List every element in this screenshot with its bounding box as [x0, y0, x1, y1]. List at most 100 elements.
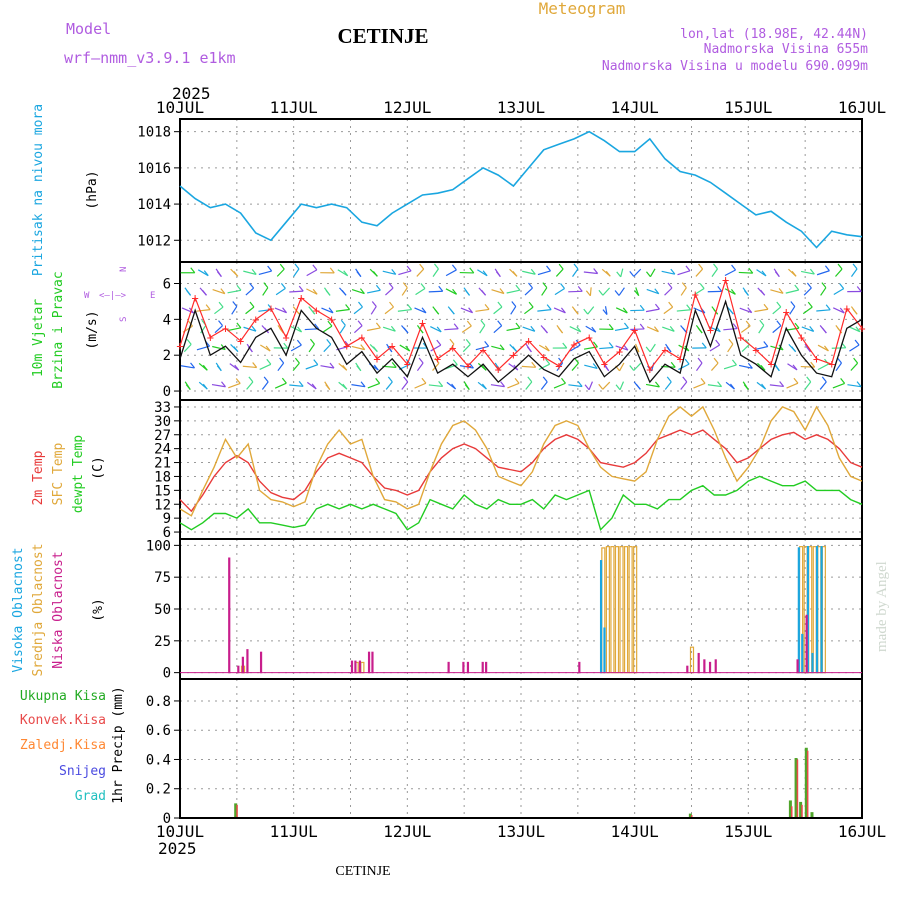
wind-barb-flag — [266, 358, 272, 365]
wind-barb-flag — [311, 383, 317, 390]
wind-barb-flag — [263, 376, 269, 383]
wind-barb-shaft — [633, 362, 642, 371]
wind-barb-flag — [545, 358, 551, 365]
wind-barb-flag — [390, 325, 396, 332]
wind-barb-flag — [452, 359, 458, 366]
wind-barb-shaft — [212, 345, 226, 351]
wind-barb-shaft — [723, 364, 737, 370]
wind-barb-flag — [682, 376, 688, 383]
wind-barb-shaft — [711, 268, 718, 277]
wind-barb-shaft — [275, 287, 286, 296]
bottom-tick-label: 12JUL — [383, 822, 431, 841]
wind-barb-flag — [358, 301, 363, 308]
cloud-low-bar — [246, 649, 249, 674]
wind-barb-shaft — [727, 343, 734, 353]
wind-barb-shaft — [538, 363, 550, 371]
wind-barb-flag — [856, 381, 862, 388]
wind-barb-shaft — [738, 271, 753, 274]
wind-barb-flag — [405, 345, 411, 352]
precip-conv-label: Konvek.Kisa — [20, 713, 106, 728]
wind-barb-flag — [515, 322, 521, 329]
wind-barb-flag — [635, 384, 641, 390]
top-tick-label: 15JUL — [724, 98, 772, 117]
wind-barb-flag — [465, 339, 471, 345]
wind-barb-flag — [251, 269, 257, 275]
wind-barb-flag — [249, 301, 255, 308]
precip-axis-unit: 1hr Precip (mm) — [111, 686, 126, 803]
wind-barb-flag — [282, 307, 288, 314]
y-tick-label: 6 — [163, 277, 171, 293]
wind-barb-shaft — [537, 309, 552, 312]
top-tick-label: 13JUL — [497, 98, 545, 117]
wind-barb-flag — [699, 283, 705, 289]
bottom-tick-label: 16JUL — [838, 822, 886, 841]
wind-barb-flag — [839, 283, 845, 289]
wind-barb-flag — [576, 326, 582, 333]
wind-barb-shaft — [277, 362, 285, 372]
gust-marker: + — [555, 359, 562, 373]
wind-barb-shaft — [258, 270, 272, 276]
wind-barb-flag — [249, 282, 255, 289]
cloud-high-bar — [801, 633, 804, 674]
wind-barb-shaft — [754, 345, 768, 351]
precip-frozen-label: Zaledj.Kisa — [20, 738, 106, 753]
wind-barb-shaft — [661, 270, 675, 275]
wind-barb-flag — [573, 308, 579, 315]
wind-barb-flag — [686, 304, 692, 311]
wind-barb-shaft — [339, 324, 346, 334]
wind-barb-shaft — [262, 287, 269, 296]
wind-barb-flag — [512, 270, 518, 277]
wind-barb-flag — [592, 363, 598, 369]
wind-barb-flag — [761, 383, 767, 390]
wind-barb-flag — [438, 285, 444, 292]
y-tick-label: 15 — [154, 483, 171, 499]
wind-barb-flag — [235, 378, 241, 384]
wind-barb-flag — [560, 307, 566, 314]
wind-barb-flag — [464, 384, 470, 390]
y-tick-label: 0.6 — [146, 723, 171, 739]
wind-barb-flag — [856, 286, 862, 292]
gust-marker: + — [176, 339, 183, 353]
wind-barb-flag — [418, 357, 424, 364]
cloud-high-bar — [599, 560, 603, 674]
precip-conv-bar — [691, 815, 693, 818]
compass-s: S — [119, 317, 129, 322]
wind-barb-flag — [345, 304, 351, 310]
wind-barb-flag — [497, 320, 503, 327]
wind-barb-shaft — [351, 345, 365, 351]
wind-barb-shaft — [459, 365, 474, 369]
gust-line — [179, 277, 863, 371]
wind-barb-flag — [371, 301, 377, 307]
wind-barb-flag — [329, 362, 335, 369]
wind-barb-shaft — [414, 307, 427, 314]
wind-barb-shaft — [572, 268, 579, 277]
y-tick-label: 0.4 — [146, 752, 171, 768]
wind-barb-flag — [778, 287, 784, 294]
wind-barb-flag — [449, 308, 455, 315]
wind-barb-shaft — [619, 362, 625, 372]
wind-barb-flag — [776, 320, 782, 327]
cloud-low-bar — [228, 557, 231, 674]
temp2m-line — [179, 429, 863, 513]
gust-marker: + — [828, 357, 835, 371]
wind-barb-flag — [747, 307, 753, 313]
wind-barb-shaft — [800, 365, 815, 368]
model-elevation-text: Nadmorska Visina u modelu 690.099m — [602, 59, 868, 74]
wind-barb-shaft — [214, 325, 223, 334]
y-tick-label: 33 — [154, 400, 171, 416]
wind-barb-shaft — [556, 362, 564, 372]
wind-barb-flag — [403, 327, 409, 334]
wind-barb-flag — [729, 383, 735, 390]
wind-barb-flag — [577, 381, 583, 387]
wind-barb-flag — [499, 288, 505, 294]
gust-marker: + — [798, 330, 805, 344]
wind-barb-shaft — [802, 306, 813, 315]
wind-barb-shaft — [308, 343, 315, 353]
wind-barb-flag — [267, 265, 273, 272]
gust-marker: + — [404, 357, 411, 371]
gust-marker: + — [737, 330, 744, 344]
wind-barb-flag — [542, 282, 548, 289]
wind-barb-flag — [469, 267, 475, 274]
gust-marker: + — [298, 291, 305, 305]
wind-barb-shaft — [444, 328, 459, 331]
